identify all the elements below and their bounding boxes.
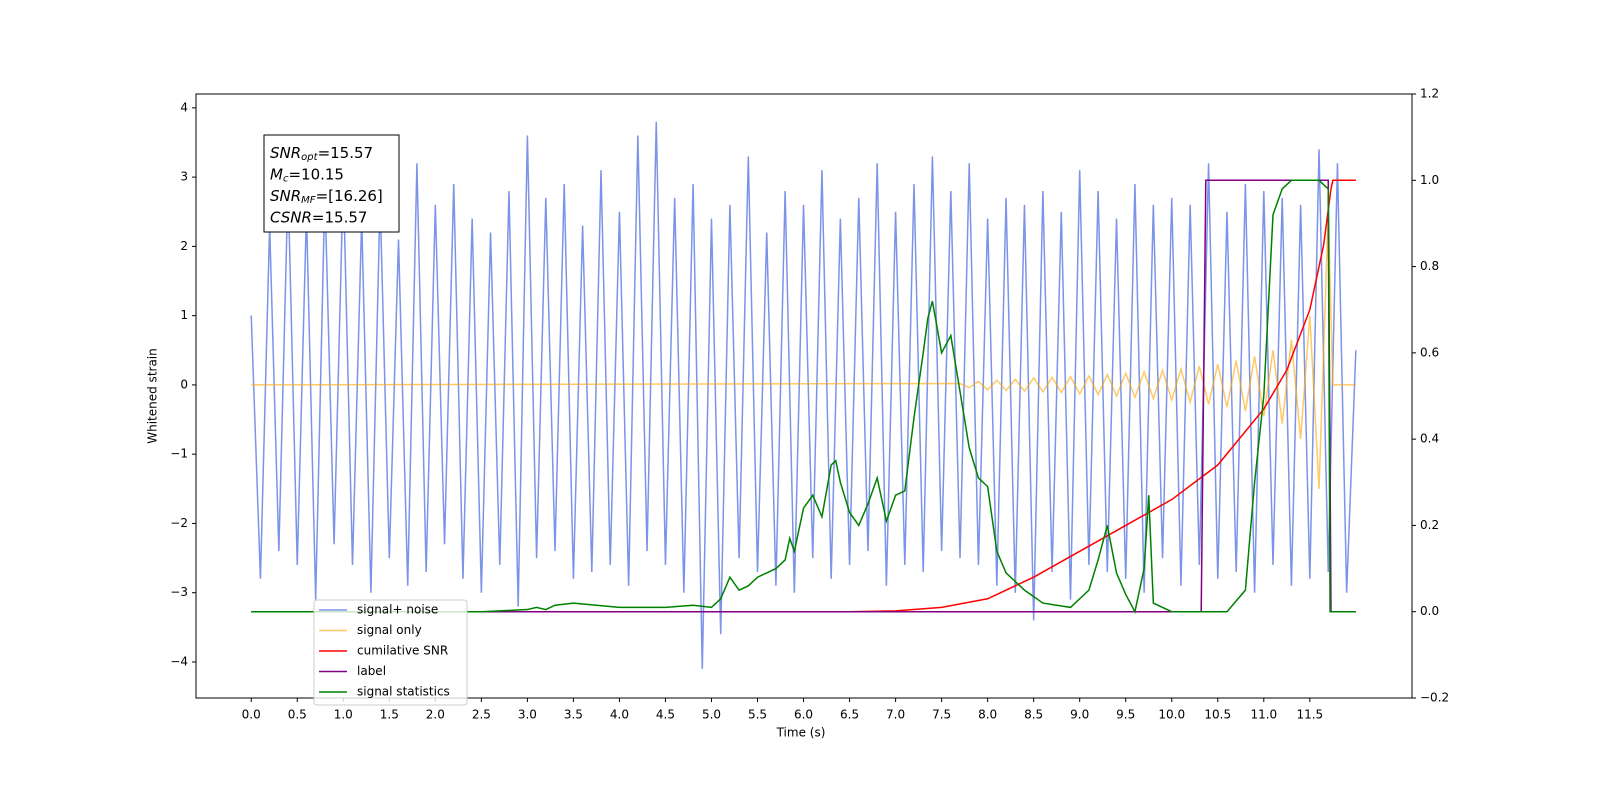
x-tick-label: 9.5 <box>1116 708 1135 722</box>
x-tick-label: 6.0 <box>794 708 813 722</box>
x-tick-label: 4.5 <box>656 708 675 722</box>
annotation-subscript: opt <box>301 152 318 163</box>
y-tick-label: −2 <box>170 516 188 530</box>
legend-box <box>313 599 468 706</box>
annotation: Mc=10.15 <box>270 165 344 185</box>
y-tick-label: 3 <box>180 170 188 184</box>
x-tick-label: 5.5 <box>748 708 767 722</box>
x-tick-label: 8.5 <box>1024 708 1043 722</box>
x-tick-label: 1.5 <box>380 708 399 722</box>
annotation-text: =15.57 <box>312 208 368 226</box>
annotation-subscript: MF <box>301 195 316 206</box>
y-tick-label: −4 <box>170 654 188 668</box>
series-line <box>251 211 1356 489</box>
legend-label: signal+ noise <box>357 603 438 617</box>
y2-tick-label: 0.0 <box>1420 604 1439 618</box>
x-tick-label: 2.0 <box>426 708 445 722</box>
x-tick-label: 6.5 <box>840 708 859 722</box>
annotation-box <box>263 134 400 233</box>
legend-label: signal statistics <box>357 685 450 699</box>
annotation-symbol: SNR <box>270 144 301 162</box>
y2-tick-label: 1.2 <box>1420 87 1439 101</box>
annotation: SNRMF=[16.26] <box>270 187 383 207</box>
y-tick-label: 4 <box>180 100 188 114</box>
annotation-symbol: SNR <box>270 187 301 205</box>
x-axis-label: Time (s) <box>776 726 826 740</box>
x-tick-label: 1.0 <box>334 708 353 722</box>
y-tick-label: 0 <box>180 377 188 391</box>
x-tick-label: 11.0 <box>1250 708 1277 722</box>
legend-label: cumilative SNR <box>357 644 448 658</box>
x-tick-label: 11.5 <box>1296 708 1323 722</box>
legend-label: signal only <box>357 623 422 637</box>
y2-tick-label: 0.6 <box>1420 345 1439 359</box>
series-line <box>251 179 1356 614</box>
x-tick-label: 9.0 <box>1070 708 1089 722</box>
x-tick-label: 4.0 <box>610 708 629 722</box>
y2-tick-label: 0.8 <box>1420 259 1439 273</box>
series-line <box>251 179 1356 613</box>
y-tick-label: 1 <box>180 308 188 322</box>
y2-tick-label: −0.2 <box>1420 691 1449 705</box>
annotation-subscript: c <box>283 174 289 185</box>
annotation: SNRopt=15.57 <box>270 144 373 164</box>
x-tick-label: 10.0 <box>1158 708 1185 722</box>
x-tick-label: 3.0 <box>518 708 537 722</box>
annotation-text: =10.15 <box>288 165 344 183</box>
annotation-symbol: M <box>270 165 283 183</box>
x-tick-label: 7.5 <box>932 708 951 722</box>
legend-label: label <box>357 664 386 678</box>
series-line <box>250 121 1357 669</box>
x-tick-label: 10.5 <box>1204 708 1231 722</box>
x-tick-label: 8.0 <box>978 708 997 722</box>
x-tick-label: 5.0 <box>702 708 721 722</box>
x-tick-label: 3.5 <box>564 708 583 722</box>
y-tick-label: −3 <box>170 585 188 599</box>
y-tick-label: −1 <box>170 447 188 461</box>
annotation-text: =15.57 <box>318 144 374 162</box>
y2-tick-label: 0.2 <box>1420 518 1439 532</box>
x-tick-label: 0.5 <box>288 708 307 722</box>
y-tick-label: 2 <box>180 239 188 253</box>
y-axis-label: Whitened strain <box>146 348 160 444</box>
annotation-text: =[16.26] <box>316 187 383 205</box>
x-tick-label: 2.5 <box>472 708 491 722</box>
annotation: CSNR=15.57 <box>270 208 367 226</box>
y2-tick-label: 1.0 <box>1420 173 1439 187</box>
annotation-symbol: CSNR <box>270 208 312 226</box>
x-tick-label: 7.0 <box>886 708 905 722</box>
x-tick-label: 0.0 <box>242 708 261 722</box>
y2-tick-label: 0.4 <box>1420 432 1439 446</box>
